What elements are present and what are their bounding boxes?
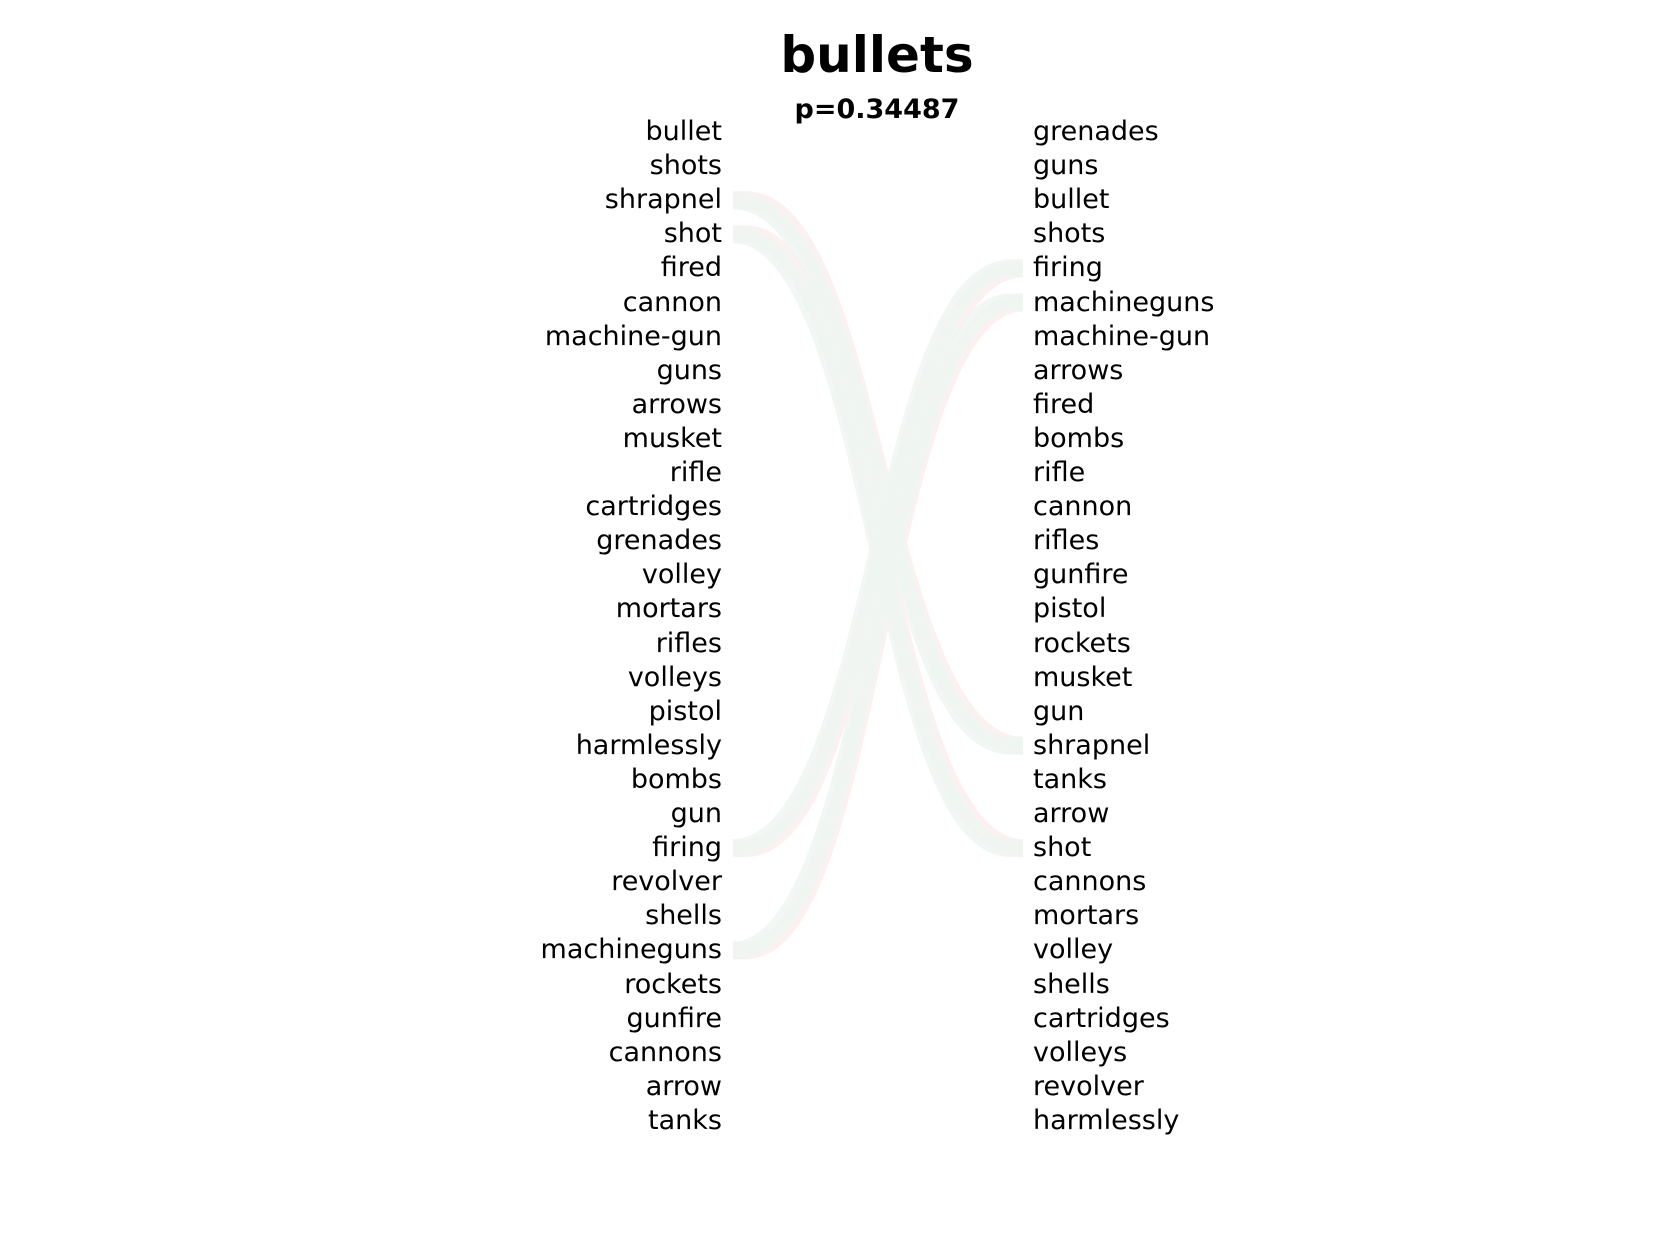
right-word: tanks — [1033, 763, 1107, 795]
right-word: shot — [1033, 832, 1092, 864]
right-word: firing — [1033, 252, 1103, 284]
right-word: fired — [1033, 388, 1095, 420]
left-word: grenades — [596, 525, 722, 557]
right-word: volleys — [1033, 1036, 1128, 1068]
right-word: shrapnel — [1033, 729, 1151, 761]
right-word: harmlessly — [1033, 1104, 1180, 1136]
link-ribbon-shot — [732, 225, 1023, 858]
left-word: arrows — [631, 388, 722, 420]
right-word: bombs — [1033, 422, 1125, 454]
right-word: arrows — [1033, 354, 1124, 386]
right-word: rockets — [1033, 627, 1131, 659]
right-word: mortars — [1033, 900, 1140, 932]
left-word: rockets — [624, 968, 722, 1000]
left-word: bullet — [645, 116, 722, 147]
left-word: harmlessly — [575, 729, 722, 761]
left-word: volleys — [627, 661, 722, 693]
right-word: machineguns — [1033, 286, 1215, 318]
left-word: rifle — [669, 457, 722, 488]
left-word: musket — [622, 422, 722, 454]
left-word: arrow — [645, 1070, 722, 1102]
left-word: shrapnel — [604, 184, 722, 216]
left-word: guns — [656, 354, 722, 386]
right-word: cannon — [1033, 491, 1133, 523]
right-word: shots — [1033, 218, 1106, 250]
diagram-title: bullets — [780, 26, 974, 84]
right-word: gun — [1033, 695, 1085, 727]
left-word: rifles — [655, 627, 722, 659]
right-word: grenades — [1033, 116, 1159, 147]
left-word: shots — [649, 150, 722, 182]
left-word: bombs — [630, 763, 722, 795]
right-word: gunfire — [1033, 559, 1129, 591]
left-word: volley — [641, 559, 722, 591]
left-word: shot — [663, 218, 722, 250]
right-word: pistol — [1033, 593, 1107, 625]
right-word: arrow — [1033, 798, 1110, 829]
left-word: machineguns — [540, 934, 722, 966]
right-word: volley — [1033, 934, 1114, 966]
right-word: rifles — [1033, 525, 1100, 557]
left-word: gun — [670, 798, 722, 829]
right-word: cartridges — [1033, 1002, 1170, 1034]
right-word: guns — [1033, 150, 1099, 182]
link-ribbon-shrapnel — [732, 191, 1023, 755]
left-word: machine-gun — [544, 320, 722, 352]
diagram-subtitle: p=0.34487 — [794, 94, 960, 125]
left-word: fired — [660, 252, 722, 284]
right-word: musket — [1033, 661, 1133, 693]
right-word: machine-gun — [1033, 320, 1211, 352]
right-word: shells — [1033, 968, 1110, 1000]
right-word: revolver — [1033, 1070, 1144, 1102]
left-word: cannon — [622, 286, 722, 318]
right-word: bullet — [1033, 184, 1110, 216]
right-word: rifle — [1033, 457, 1086, 488]
left-word: gunfire — [626, 1002, 723, 1034]
left-word: cartridges — [585, 491, 722, 523]
left-word: mortars — [615, 593, 722, 625]
right-word: cannons — [1033, 866, 1147, 898]
left-word: tanks — [648, 1104, 722, 1136]
left-word: cannons — [608, 1036, 722, 1068]
link-ribbon-machineguns — [732, 293, 1023, 960]
left-word: pistol — [648, 695, 722, 727]
left-word: firing — [652, 832, 722, 864]
left-word: shells — [645, 900, 722, 932]
left-word: revolver — [611, 866, 722, 898]
